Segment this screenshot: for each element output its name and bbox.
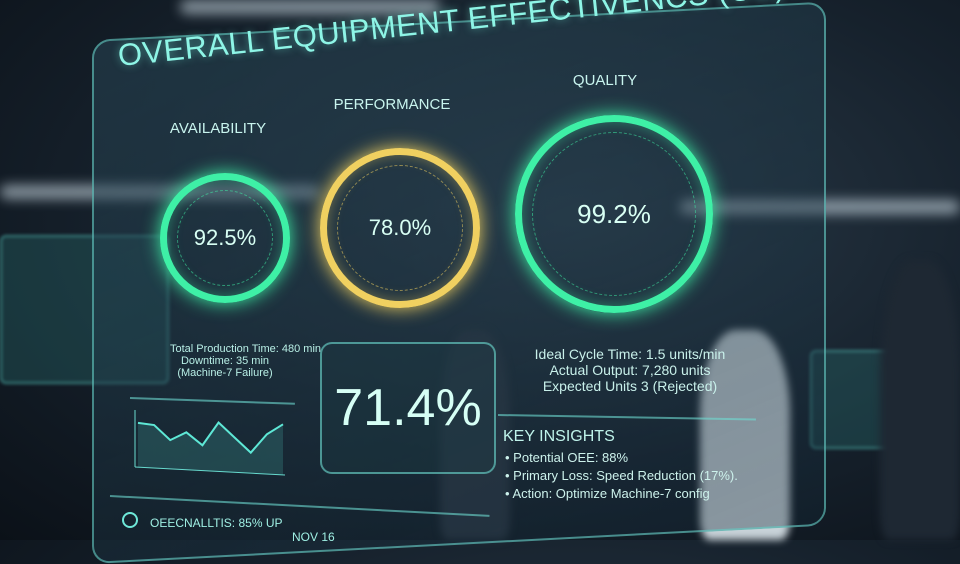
availability-gauge: 92.5% — [160, 173, 290, 303]
detail-line: (Machine-7 Failure) — [177, 367, 273, 379]
availability-label: AVAILABILITY — [169, 120, 267, 137]
detail-line: Expected Units 3 (Rejected) — [542, 378, 718, 394]
quality-details: Ideal Cycle Time: 1.5 units/min Actual O… — [530, 346, 730, 394]
insight-item: • Action: Optimize Machine-7 config — [505, 486, 710, 501]
trend-line — [137, 421, 284, 455]
detail-line: Ideal Cycle Time: 1.5 units/min — [534, 346, 726, 362]
quality-label: QUALITY — [572, 72, 638, 89]
insight-item: • Primary Loss: Speed Reduction (17%). — [505, 468, 738, 483]
key-insights-heading: KEY INSIGHTS — [503, 428, 615, 445]
insight-item: • Potential OEE: 88% — [505, 450, 629, 465]
detail-line: Total Production Time: 480 min — [170, 343, 322, 355]
trend-area — [138, 422, 283, 475]
trend-chart — [134, 410, 286, 476]
availability-details: Total Production Time: 480 min Downtime:… — [170, 343, 322, 379]
ceiling-light — [180, 0, 440, 14]
availability-value: 92.5% — [193, 225, 257, 250]
performance-value: 78.0% — [368, 215, 432, 240]
quality-value: 99.2% — [577, 198, 651, 229]
quality-gauge: 99.2% — [515, 115, 713, 313]
performance-label: PERFORMANCE — [333, 96, 451, 113]
footer-status: OEECNALLTIS: 85% UP — [150, 516, 283, 530]
chart-x-axis — [134, 466, 286, 476]
detail-line: Actual Output: 7,280 units — [549, 362, 711, 378]
person-dark-suit — [880, 260, 960, 540]
status-icon — [122, 512, 138, 528]
overall-oee-value: 71.4% — [320, 342, 496, 474]
performance-gauge: 78.0% — [320, 148, 480, 308]
detail-line: Downtime: 35 min — [180, 355, 270, 367]
footer-date: NOV 16 — [292, 530, 335, 544]
